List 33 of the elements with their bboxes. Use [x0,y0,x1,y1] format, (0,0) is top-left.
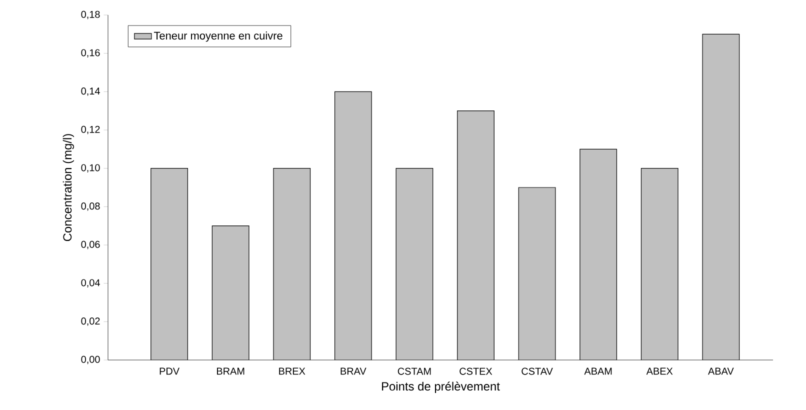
y-tick-label: 0,08 [81,202,100,211]
y-tick-label: 0,02 [81,318,100,326]
y-tick-label: 0,16 [81,49,100,58]
x-tick-label: BRAV [340,368,366,375]
y-tick-label: 0,10 [81,164,100,172]
bar [457,110,494,360]
legend-label: Teneur moyenne en cuivre [154,32,282,42]
bar [396,168,433,360]
y-tick-label: 0,06 [81,240,100,250]
bar [273,168,310,360]
y-tick-label: 0,00 [81,356,100,364]
x-axis-title: Points de prélèvement [382,382,500,393]
bar [212,226,249,360]
x-tick-label: CSTAM [398,368,431,375]
x-tick-label: BREX [279,368,306,375]
bar [580,149,617,360]
y-tick-label: 0,18 [81,10,100,20]
x-tick-label: ABEX [646,368,673,375]
bar [518,188,556,360]
x-tick-label: ABAM [584,368,612,375]
x-tick-label: BRAM [217,368,244,375]
bar [641,168,678,360]
y-tick-label: 0,12 [81,126,100,134]
y-axis-title: Concentration (mg/l) [62,134,74,242]
bar [702,34,740,360]
bar [334,92,372,360]
x-tick-label: ABAV [708,368,734,375]
x-tick-label: PDV [160,368,180,375]
y-tick-label: 0,04 [81,279,100,288]
bar [150,168,188,360]
x-tick-label: CSTEX [460,368,492,375]
x-tick-label: CSTAV [522,368,553,375]
y-tick-label: 0,14 [81,88,100,96]
